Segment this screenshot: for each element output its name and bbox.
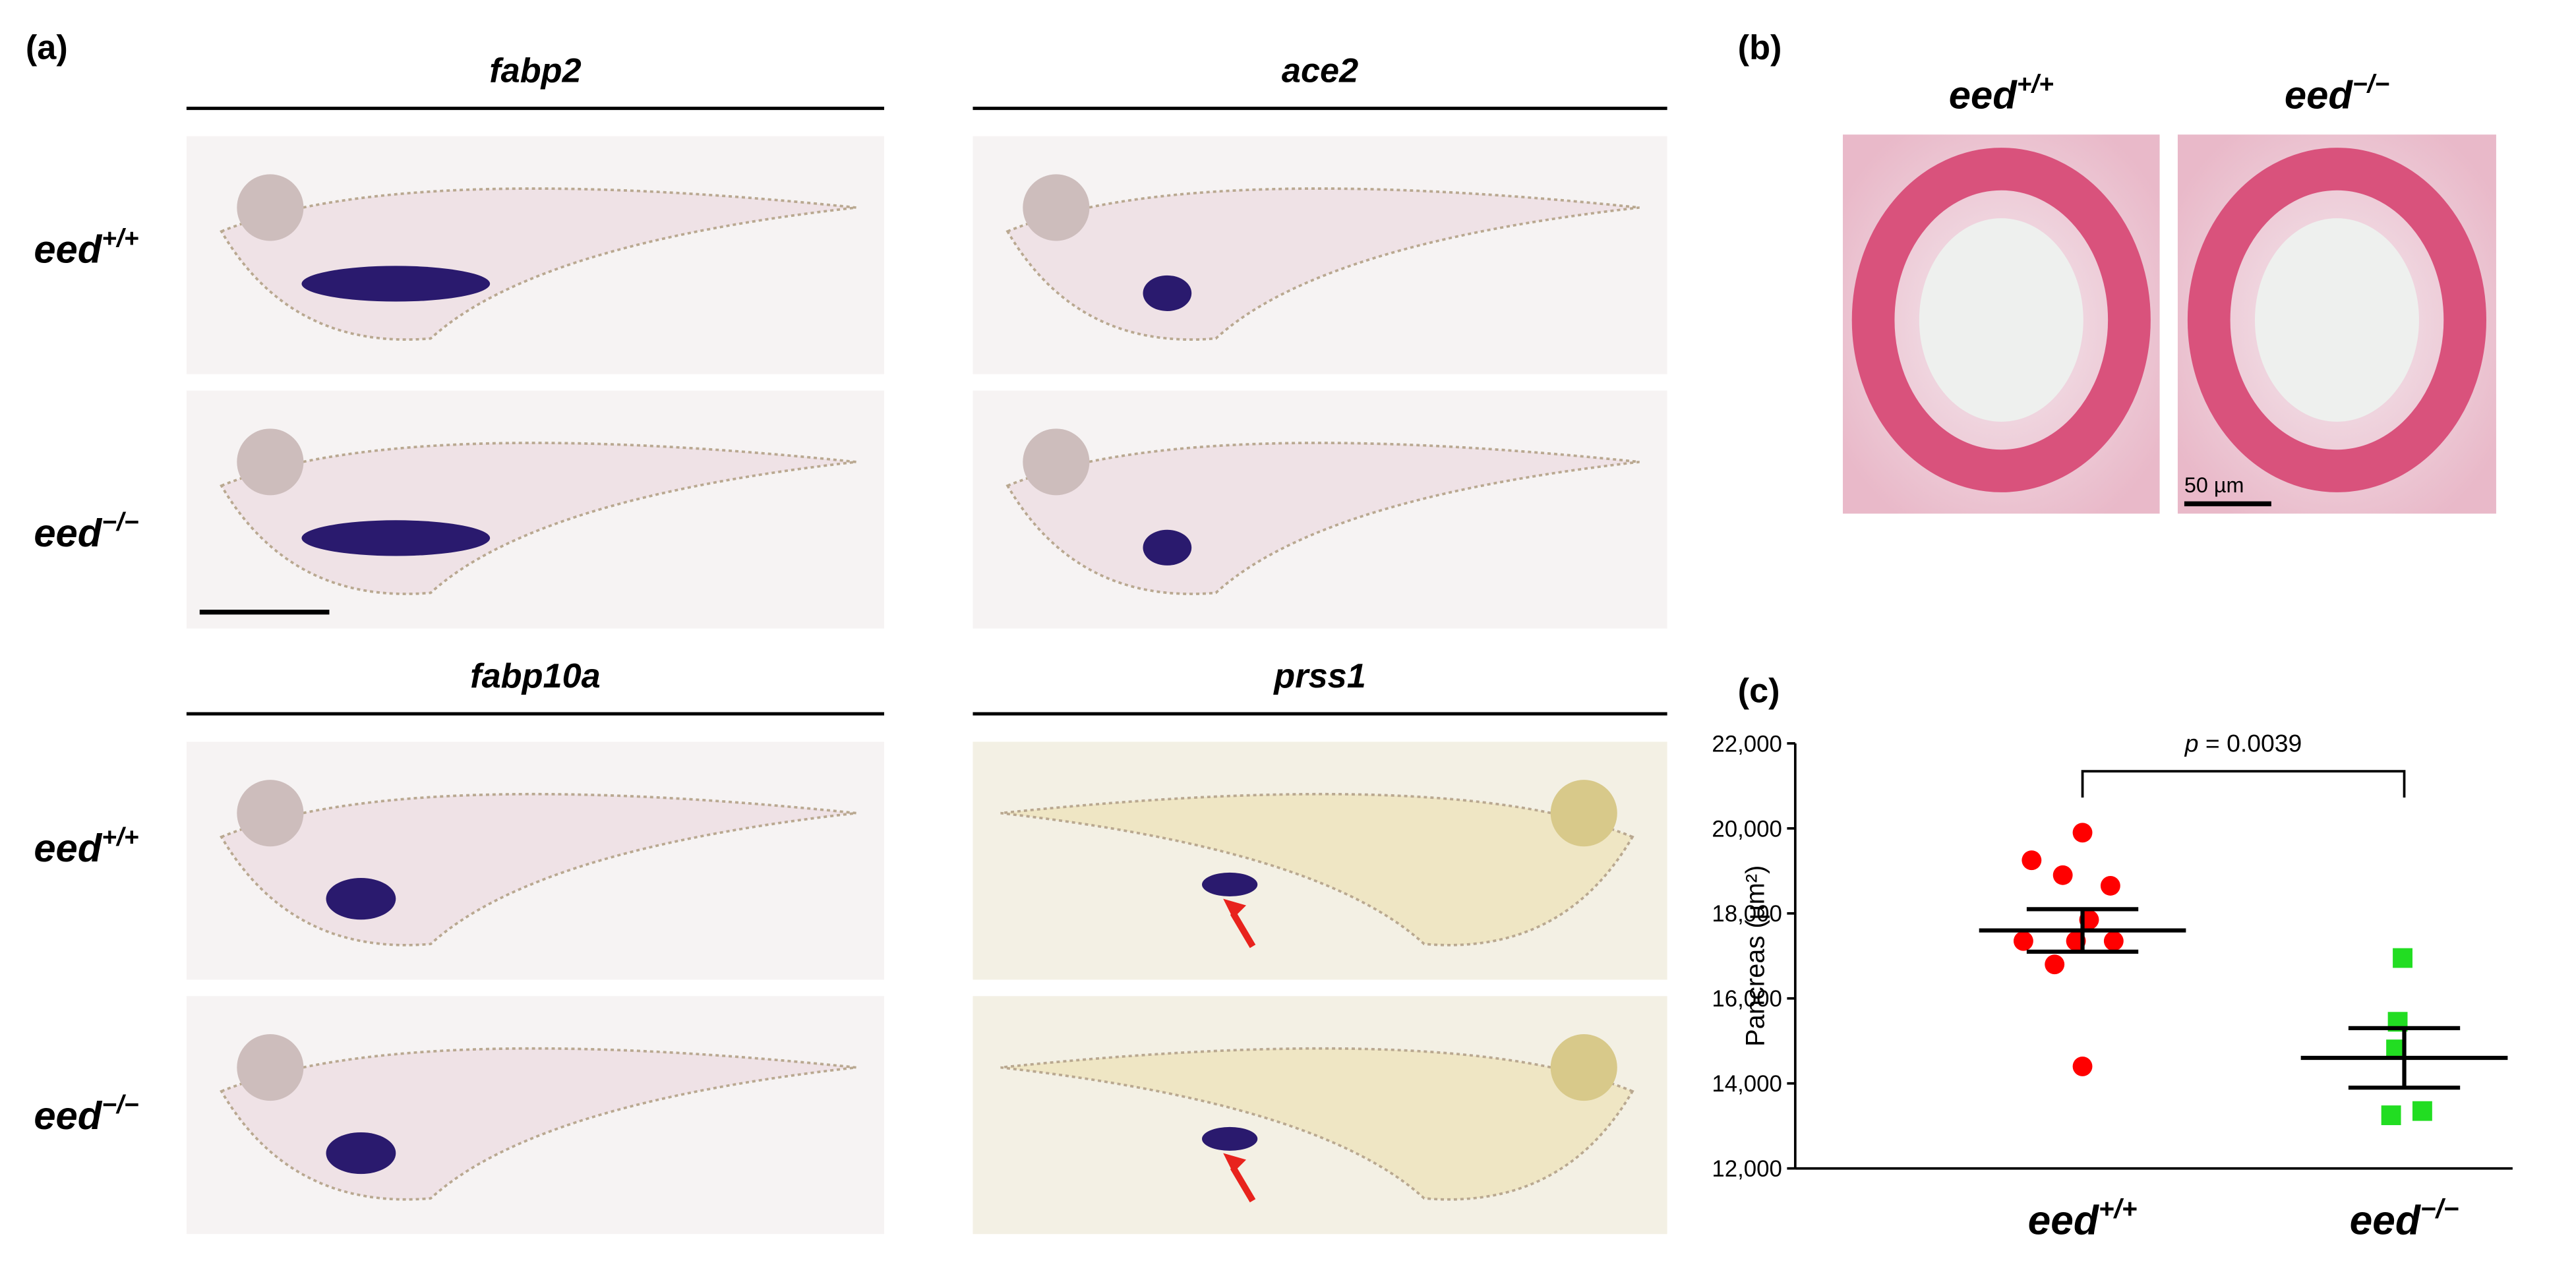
p-italic: p — [2184, 729, 2199, 757]
embryo — [1000, 792, 1634, 946]
y-tick-label: 12,000 — [1712, 1156, 1782, 1182]
eye — [1550, 780, 1617, 847]
y-tick-label: 14,000 — [1712, 1071, 1782, 1097]
eye — [1023, 428, 1090, 496]
data-point — [2072, 1056, 2093, 1076]
stain — [1202, 872, 1258, 897]
y-tick-label: 18,000 — [1712, 901, 1782, 927]
genotype-sup: +/+ — [2099, 1193, 2137, 1223]
embryo — [220, 442, 856, 595]
data-point — [2100, 875, 2120, 896]
genotype-sup: −/− — [102, 1091, 138, 1119]
panel-label: (a) — [26, 29, 68, 67]
genotype-sup: +/+ — [2017, 70, 2054, 98]
panel-label: (b) — [1738, 29, 1782, 67]
genotype-base: eed — [2350, 1198, 2422, 1243]
genotype-base: eed — [34, 1093, 102, 1138]
genotype-base: eed — [34, 227, 102, 271]
genotype-label: eed+/+ — [34, 823, 138, 870]
stain — [1143, 529, 1192, 566]
genotype-sup: −/− — [2352, 70, 2389, 98]
tissue-ring — [2187, 148, 2487, 492]
genotype-base: eed — [34, 511, 102, 555]
stain — [1202, 1126, 1258, 1151]
y-tick-label: 16,000 — [1712, 986, 1782, 1012]
x-tick-label: eed−/− — [2350, 1193, 2459, 1243]
arrow — [1230, 911, 1256, 948]
y-axis-label: Pancreas (µm²) — [1741, 865, 1770, 1047]
eye — [1023, 174, 1090, 241]
gene-label: prss1 — [1273, 657, 1365, 695]
gene-label: fabp10a — [470, 657, 601, 695]
data-point — [2412, 1101, 2432, 1121]
stain — [301, 520, 491, 556]
data-point — [2103, 931, 2124, 951]
lumen — [1919, 218, 2083, 422]
embryo — [1000, 1047, 1634, 1201]
genotype-label: eed−/− — [2285, 70, 2389, 117]
genotype-sup: −/− — [102, 508, 138, 537]
data-point — [2052, 865, 2073, 885]
data-point — [2013, 931, 2033, 951]
genotype-sup: +/+ — [102, 823, 138, 852]
data-point — [2393, 948, 2412, 968]
gene-label: fabp2 — [489, 51, 581, 90]
eye — [237, 1034, 304, 1101]
genotype-base: eed — [2028, 1198, 2100, 1243]
p-value: p = 0.0039 — [2184, 729, 2302, 757]
genotype-label: eed−/− — [34, 1091, 138, 1138]
stain — [301, 266, 491, 302]
stain — [1143, 275, 1192, 311]
data-point — [2072, 823, 2093, 843]
y-tick-label: 22,000 — [1712, 731, 1782, 757]
eye — [1550, 1034, 1617, 1101]
genotype-label: eed+/+ — [1949, 70, 2054, 117]
stain — [326, 878, 396, 920]
data-point — [2045, 954, 2065, 975]
p-text: = 0.0039 — [2199, 729, 2302, 757]
genotype-label: eed−/− — [34, 508, 138, 555]
genotype-base: eed — [1949, 73, 2018, 117]
data-point — [2381, 1105, 2401, 1126]
significance-bracket — [2081, 770, 2406, 798]
genotype-label: eed+/+ — [34, 224, 138, 271]
eye — [237, 174, 304, 241]
genotype-sup: −/− — [2420, 1193, 2459, 1223]
panel-label: (c) — [1738, 672, 1780, 711]
scale-bar-label: 50 µm — [2184, 473, 2244, 497]
gene-label: ace2 — [1282, 51, 1358, 90]
genotype-base: eed — [2285, 73, 2353, 117]
tissue-ring — [1851, 148, 2151, 492]
eye — [237, 780, 304, 847]
genotype-base: eed — [34, 826, 102, 870]
genotype-sup: +/+ — [102, 224, 138, 252]
lumen — [2254, 218, 2419, 422]
data-point — [2022, 850, 2042, 871]
x-tick-label: eed+/+ — [2028, 1193, 2138, 1243]
arrowhead — [1223, 898, 1247, 919]
arrow — [1230, 1165, 1256, 1203]
eye — [237, 428, 304, 496]
arrowhead — [1223, 1153, 1247, 1173]
y-tick-label: 20,000 — [1712, 816, 1782, 842]
stain — [326, 1132, 396, 1175]
embryo — [220, 187, 856, 341]
error-bar — [2348, 1026, 2461, 1090]
error-bar — [2026, 907, 2139, 954]
